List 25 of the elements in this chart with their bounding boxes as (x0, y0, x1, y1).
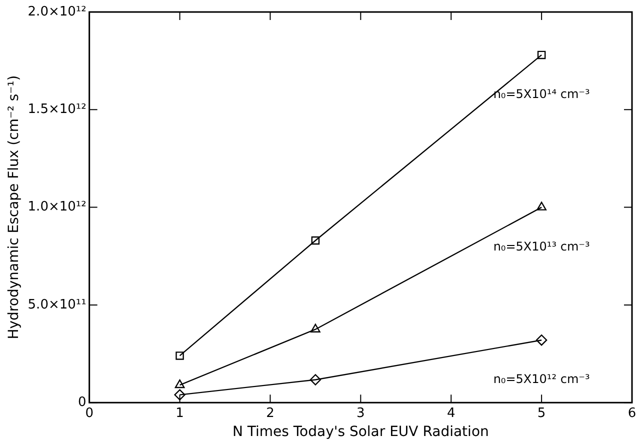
x-axis-title: N Times Today's Solar EUV Radiation (232, 424, 489, 440)
series-label: n₀=5X10¹⁴ cm⁻³ (493, 87, 590, 102)
x-tick-label: 4 (446, 406, 456, 421)
point (176, 352, 184, 360)
y-axis-title: Hydrodynamic Escape Flux (cm⁻² s⁻¹) (6, 75, 22, 340)
point (311, 236, 320, 245)
point (310, 324, 320, 332)
y-tick-label: 1.5×10¹² (28, 102, 86, 118)
point (174, 389, 186, 400)
point (537, 50, 546, 60)
y-tick-label: 0 (78, 394, 86, 410)
series-label: n₀=5X10¹³ cm⁻³ (493, 239, 590, 254)
series-label: n₀=5X10¹² cm⁻³ (493, 372, 590, 386)
x-tick-label: 3 (356, 406, 365, 421)
y-tick-label: 5.0×10¹¹ (28, 297, 86, 312)
x-tick-label: 2 (266, 406, 274, 421)
x-tick-label: 6 (628, 406, 636, 421)
x-tick-label: 1 (176, 406, 184, 421)
y-tick-label: 1.0×10¹² (28, 200, 86, 215)
point (310, 374, 322, 386)
point (174, 379, 185, 388)
x-tick-label: 5 (537, 406, 546, 421)
y-tick-label: 2.0×10¹² (28, 4, 86, 20)
point (536, 334, 548, 346)
point (536, 202, 546, 210)
